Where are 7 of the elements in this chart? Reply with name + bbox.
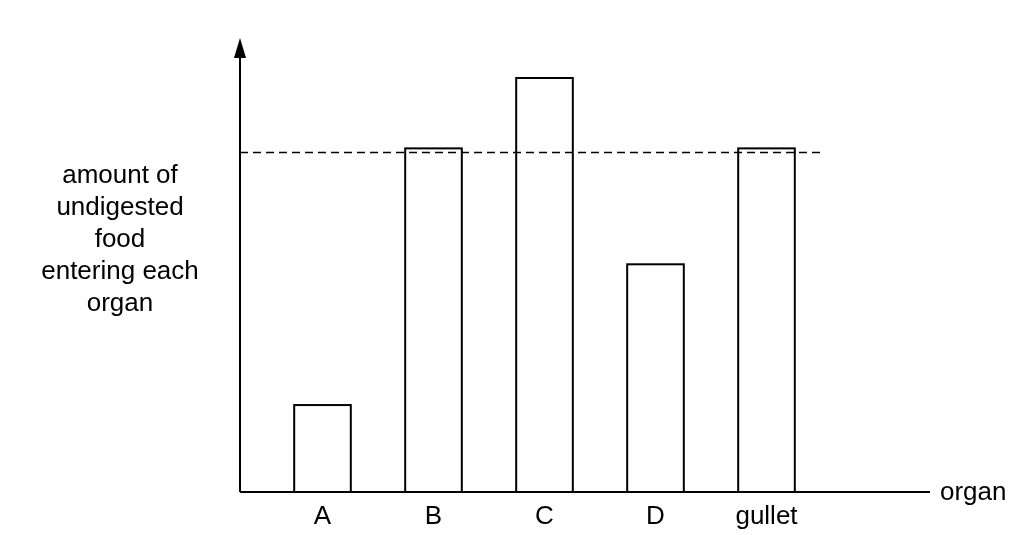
x-tick-label: gullet xyxy=(735,500,799,530)
x-tick-label: B xyxy=(424,500,443,530)
x-axis-title: organ xyxy=(940,476,1007,506)
y-axis-title: amount of undigested food entering each organ xyxy=(41,159,199,317)
x-tick-label: D xyxy=(646,500,665,530)
x-tick-label: C xyxy=(535,500,554,530)
x-tick-label: A xyxy=(313,500,332,530)
